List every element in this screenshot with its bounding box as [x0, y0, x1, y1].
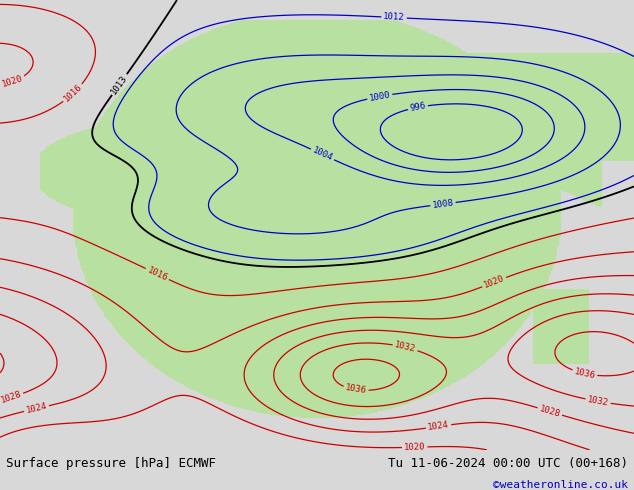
Text: Tu 11-06-2024 00:00 UTC (00+168): Tu 11-06-2024 00:00 UTC (00+168)	[387, 457, 628, 470]
Text: 1012: 1012	[383, 12, 405, 23]
Text: 1013: 1013	[110, 73, 129, 96]
Text: 996: 996	[409, 101, 427, 113]
Text: 1000: 1000	[368, 90, 391, 103]
Text: 1004: 1004	[311, 146, 334, 163]
Text: 1024: 1024	[427, 420, 450, 432]
Text: ©weatheronline.co.uk: ©weatheronline.co.uk	[493, 480, 628, 490]
Text: 1032: 1032	[586, 395, 609, 408]
Text: 1032: 1032	[394, 341, 417, 354]
Text: 1020: 1020	[1, 74, 24, 89]
Text: 1020: 1020	[404, 442, 425, 452]
Text: 1028: 1028	[0, 390, 23, 405]
Text: 1016: 1016	[62, 83, 84, 104]
Text: 1020: 1020	[482, 274, 506, 290]
Text: 1036: 1036	[345, 384, 367, 396]
Text: Surface pressure [hPa] ECMWF: Surface pressure [hPa] ECMWF	[6, 457, 216, 470]
Text: 1036: 1036	[573, 367, 596, 380]
Text: 1028: 1028	[538, 404, 561, 419]
Text: 1008: 1008	[432, 198, 454, 210]
Text: 1024: 1024	[25, 402, 48, 416]
Text: 1016: 1016	[146, 266, 169, 283]
